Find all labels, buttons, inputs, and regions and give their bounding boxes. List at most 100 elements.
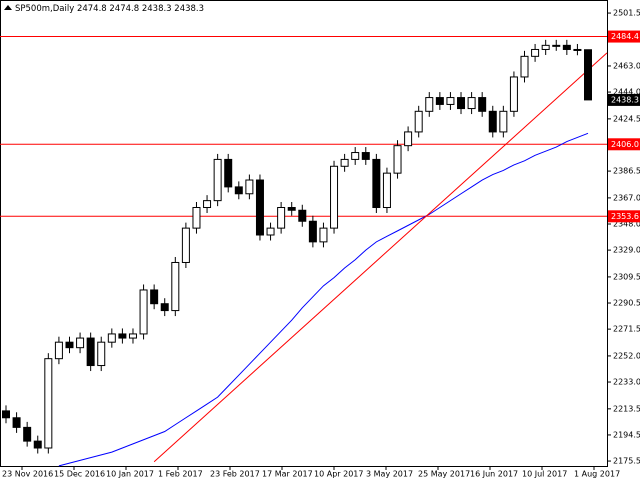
level-label-bg [608,210,640,223]
candle-body [414,110,423,133]
chart-title: SP500m,Daily 2474.8 2474.8 2438.3 2438.3 [15,4,204,14]
candle-body [351,152,360,160]
x-tick-label: 10 Apr 2017 [314,470,363,479]
candle-body [86,337,95,367]
x-tick-label: 17 Mar 2017 [262,470,313,479]
title-low: 2438.3 [142,4,172,14]
candle-body [255,179,264,236]
candle-body [531,48,540,57]
candle-body [234,186,243,195]
trendline [153,52,608,463]
candle-body [404,131,413,147]
candle-body [308,220,317,243]
candle-body [54,341,63,360]
candle-body [319,227,328,243]
plot-frame [0,0,608,467]
x-tick-label: 23 Nov 2016 [2,470,53,479]
y-tick-label: 2290.5 [613,299,640,308]
candle-body [298,209,307,222]
candle-body [128,333,137,339]
x-tick-label: 10 Jul 2017 [522,470,567,479]
candle-body [509,76,518,112]
title-high: 2474.8 [109,4,139,14]
candle-body [118,333,127,339]
y-tick-label: 2309.5 [613,272,640,281]
level-label: 2484.4 [611,32,639,41]
candle-body [446,97,455,105]
candle-body [573,48,582,51]
candle-body [245,179,254,195]
y-tick-label: 2367.0 [613,193,640,202]
y-tick-label: 2501.5 [613,9,640,18]
candle-body [23,426,32,442]
title-symbol: SP500m,Daily [15,4,74,14]
level-label-bg [608,138,640,151]
candle-body [584,49,592,101]
level-label-bg [608,30,640,43]
title-close: 2438.3 [174,4,204,14]
x-tick-label: 23 Feb 2017 [210,470,260,479]
x-tick-label: 1 Feb 2017 [158,470,203,479]
y-tick-label: 2194.5 [613,430,640,439]
candle-body [139,289,148,335]
candle-body [435,97,444,105]
y-tick-label: 2329.0 [613,246,640,255]
candle-body [76,337,85,349]
candle-body [192,207,201,229]
y-tick-label: 2271.5 [613,325,640,334]
candle-body [65,341,74,349]
candle-body [361,152,370,160]
candle-body [107,333,116,343]
candle-body [499,110,508,133]
symbol-icon [4,5,12,10]
candle-body [213,158,222,202]
candle-body [97,341,106,367]
candle-body [2,410,10,419]
y-tick-label: 2424.5 [613,114,640,123]
y-tick-label: 2233.0 [613,378,640,387]
candle-body [44,358,53,449]
candle-body [12,417,21,428]
candle-body [160,303,169,312]
level-label: 2353.6 [611,212,639,221]
candle-body [266,227,275,236]
candle-body [478,97,487,112]
level-label: 2406.0 [611,140,639,149]
y-tick-label: 2348.0 [613,219,640,228]
y-tick-label: 2213.5 [613,404,640,413]
y-tick-label: 2444.0 [613,88,640,97]
candle-body [171,261,180,312]
moving-average [58,132,589,467]
candle-body [552,44,561,47]
candle-body [393,145,402,174]
last-price-label: 2438.3 [611,95,639,104]
candle-body [203,200,212,209]
x-tick-label: 15 Dec 2016 [54,470,105,479]
candle-body [150,289,159,305]
x-tick-label: 25 May 2017 [418,470,470,479]
y-tick-label: 2463.0 [613,61,640,70]
x-tick-label: 10 Jan 2017 [106,470,154,479]
candle-body [287,207,296,211]
candle-body [488,110,497,133]
last-price-bg [608,93,640,106]
candle-body [467,97,476,110]
candle-body [224,158,233,188]
candle-body [562,44,571,50]
candle-body [340,158,349,167]
candle-body [330,165,339,229]
x-tick-label: 3 May 2017 [366,470,413,479]
candle-body [382,172,391,209]
title-open: 2474.8 [77,4,107,14]
y-tick-label: 2386.5 [613,167,640,176]
x-tick-label: 1 Aug 2017 [574,470,620,479]
y-tick-label: 2175.5 [613,457,640,466]
candle-body [277,207,286,229]
candle-body [541,44,550,50]
candle-body [425,97,434,112]
x-tick-label: 16 Jun 2017 [470,470,518,479]
y-tick-label: 2252.0 [613,351,640,360]
candle-body [181,227,190,263]
candle-body [457,97,466,110]
